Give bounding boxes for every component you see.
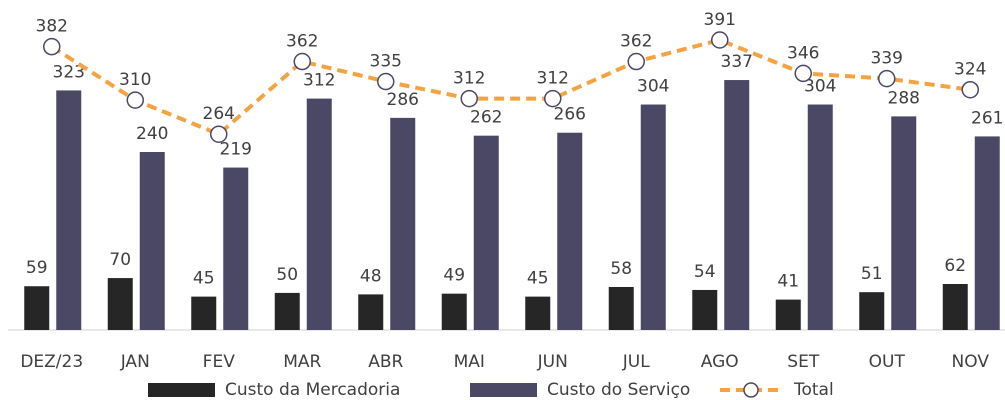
data-label: 50 bbox=[276, 265, 298, 285]
data-label: 261 bbox=[971, 108, 1003, 128]
legend-label: Custo da Mercadoria bbox=[225, 380, 400, 400]
line-marker bbox=[293, 52, 311, 71]
line-marker bbox=[460, 89, 478, 108]
data-label: 335 bbox=[370, 52, 402, 72]
data-label: 59 bbox=[26, 258, 48, 278]
bar bbox=[859, 292, 885, 330]
data-label: 362 bbox=[286, 32, 318, 52]
bar bbox=[724, 80, 750, 330]
x-tick-label: ABR bbox=[368, 352, 403, 372]
data-label: 219 bbox=[220, 140, 252, 160]
x-tick-label: MAI bbox=[454, 352, 485, 372]
bar bbox=[891, 116, 917, 330]
bar bbox=[775, 299, 801, 330]
x-tick-label: SET bbox=[787, 352, 820, 372]
bar bbox=[525, 296, 551, 330]
line-marker bbox=[878, 69, 896, 88]
data-label: 382 bbox=[36, 17, 68, 37]
data-label: 304 bbox=[804, 77, 836, 97]
bar bbox=[974, 136, 1000, 330]
bar bbox=[139, 151, 165, 330]
data-label: 288 bbox=[888, 88, 920, 108]
data-label: 41 bbox=[777, 272, 799, 292]
x-tick-label: OUT bbox=[869, 352, 906, 372]
bar bbox=[358, 294, 384, 330]
data-label: 266 bbox=[554, 105, 586, 125]
bar bbox=[441, 293, 467, 330]
line-marker bbox=[377, 72, 395, 91]
line-marker bbox=[794, 64, 812, 83]
legend-label: Custo do Serviço bbox=[547, 380, 690, 400]
line-marker bbox=[627, 52, 645, 71]
data-label: 240 bbox=[136, 124, 168, 144]
bar bbox=[473, 135, 499, 330]
line-marker bbox=[210, 125, 228, 143]
bar bbox=[942, 284, 968, 330]
x-tick-label: JUN bbox=[537, 352, 568, 372]
data-label: 362 bbox=[620, 32, 652, 52]
bar bbox=[107, 278, 133, 330]
data-label: 45 bbox=[527, 269, 549, 289]
data-label: 312 bbox=[303, 71, 335, 91]
data-label: 339 bbox=[871, 49, 903, 69]
bar bbox=[608, 286, 634, 330]
bar bbox=[692, 289, 718, 330]
legend-label: Total bbox=[793, 380, 834, 400]
bar bbox=[191, 296, 217, 330]
bar bbox=[56, 90, 82, 330]
data-label: 45 bbox=[193, 269, 215, 289]
data-label: 54 bbox=[694, 262, 716, 282]
data-label: 48 bbox=[360, 266, 382, 286]
data-label: 286 bbox=[387, 90, 419, 110]
data-label: 49 bbox=[443, 266, 465, 286]
x-tick-label: NOV bbox=[952, 352, 990, 372]
data-label: 312 bbox=[453, 69, 485, 89]
data-label: 391 bbox=[704, 10, 736, 30]
line bbox=[50, 37, 971, 137]
bar bbox=[390, 117, 416, 331]
bar bbox=[557, 132, 583, 330]
legend-swatch bbox=[470, 383, 537, 397]
data-label: 324 bbox=[954, 60, 986, 80]
bar bbox=[306, 98, 332, 330]
bar bbox=[24, 286, 50, 330]
data-label: 58 bbox=[610, 259, 632, 279]
data-label: 264 bbox=[203, 104, 235, 124]
data-label: 62 bbox=[944, 256, 966, 276]
bar bbox=[640, 104, 666, 330]
data-label: 323 bbox=[53, 62, 85, 82]
line-marker bbox=[961, 80, 979, 99]
data-label: 262 bbox=[470, 108, 502, 128]
data-label: 70 bbox=[109, 250, 131, 270]
x-tick-label: DEZ/23 bbox=[20, 352, 83, 372]
line-marker bbox=[711, 31, 729, 49]
x-tick-label: AGO bbox=[701, 352, 739, 372]
x-tick-label: MAR bbox=[283, 352, 321, 372]
x-tick-label: JAN bbox=[120, 352, 150, 372]
x-tick-label: JUL bbox=[622, 352, 650, 372]
bar bbox=[223, 167, 249, 330]
line-marker bbox=[544, 89, 562, 108]
data-label: 346 bbox=[787, 43, 819, 63]
line-marker bbox=[126, 91, 144, 109]
data-label: 337 bbox=[721, 52, 753, 72]
data-label: 312 bbox=[537, 69, 569, 89]
x-tick-label: FEV bbox=[203, 352, 236, 372]
legend-swatch bbox=[148, 383, 215, 397]
data-label: 51 bbox=[861, 264, 883, 284]
data-label: 310 bbox=[119, 70, 151, 90]
bar bbox=[274, 292, 300, 330]
legend-marker bbox=[743, 382, 759, 398]
data-label: 304 bbox=[637, 77, 669, 97]
bar bbox=[807, 104, 833, 330]
line-marker bbox=[43, 37, 61, 56]
